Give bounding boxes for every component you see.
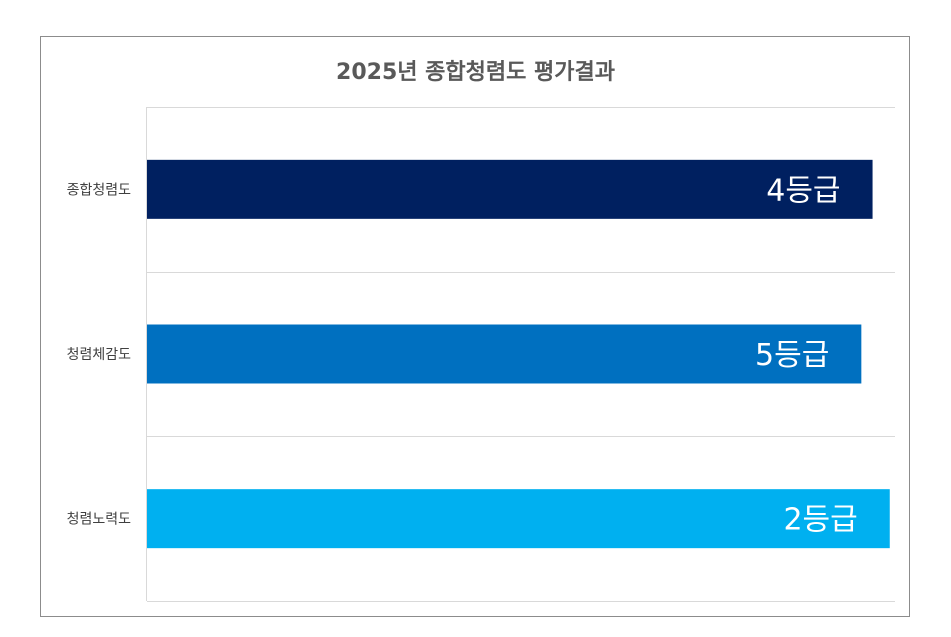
bar	[147, 324, 862, 384]
data-label: 5등급	[755, 338, 829, 373]
chart-title: 2025년 종합청렴도 평가결과	[336, 60, 615, 85]
data-label: 4등급	[766, 173, 840, 208]
bar	[147, 159, 873, 219]
category-label: 종합청렴도	[67, 182, 132, 198]
category-label: 청렴노력도	[67, 512, 132, 528]
bar	[147, 489, 890, 549]
category-label: 청렴체감도	[67, 347, 132, 363]
data-label: 2등급	[783, 503, 857, 538]
